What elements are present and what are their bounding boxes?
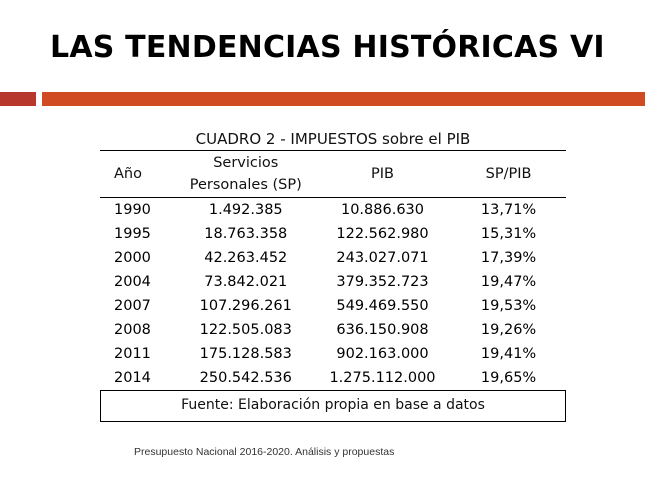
tax-table-container: CUADRO 2 - IMPUESTOS sobre el PIB Año Se… — [100, 128, 566, 422]
table-row: 1995 18.763.358 122.562.980 15,31% — [100, 222, 566, 246]
cell-year: 1990 — [114, 202, 151, 218]
cell-year: 1995 — [114, 226, 151, 242]
cell-ratio: 19,65% — [451, 366, 566, 391]
cell-pib: 902.163.000 — [336, 346, 429, 362]
accent-bar — [42, 92, 645, 106]
cell-pib: 122.562.980 — [336, 226, 429, 242]
header-row: Año Servicios Personales (SP) PIB SP/PIB — [100, 150, 566, 198]
table-source: Fuente: Elaboración propia en base a dat… — [100, 391, 566, 422]
table-body: 1990 1.492.385 10.886.630 13,71% 1995 18… — [100, 198, 566, 391]
cell-sp: 175.128.583 — [199, 346, 292, 362]
cell-sp: 122.505.083 — [199, 322, 292, 338]
header-sp: Servicios Personales (SP) — [178, 151, 314, 198]
cell-year: 2000 — [114, 250, 151, 266]
cell-pib: 243.027.071 — [336, 250, 429, 266]
cell-ratio: 19,47% — [480, 274, 537, 290]
slide-title: LAS TENDENCIAS HISTÓRICAS VI — [50, 30, 605, 65]
cell-ratio: 19,41% — [480, 346, 537, 362]
cell-year: 2011 — [114, 346, 151, 362]
table-caption: CUADRO 2 - IMPUESTOS sobre el PIB — [195, 130, 471, 148]
cell-sp: 1.492.385 — [208, 202, 283, 218]
table-row: 2000 42.263.452 243.027.071 17,39% — [100, 246, 566, 270]
table-row: 2014 250.542.536 1.275.112.000 19,65% — [100, 366, 566, 391]
cell-ratio: 19,26% — [480, 322, 537, 338]
cell-pib: 1.275.112.000 — [313, 366, 452, 391]
table-row: 2007 107.296.261 549.469.550 19,53% — [100, 294, 566, 318]
cell-year: 2008 — [114, 322, 151, 338]
header-pib: PIB — [371, 166, 394, 182]
cell-ratio: 15,31% — [480, 226, 537, 242]
cell-pib: 379.352.723 — [336, 274, 429, 290]
table-row: 1990 1.492.385 10.886.630 13,71% — [100, 198, 566, 223]
cell-ratio: 19,53% — [480, 298, 537, 314]
cell-pib: 549.469.550 — [336, 298, 429, 314]
cell-pib: 636.150.908 — [336, 322, 429, 338]
header-year: Año — [114, 166, 142, 182]
header-ratio: SP/PIB — [485, 166, 532, 182]
cell-ratio: 17,39% — [480, 250, 537, 266]
tax-table: Año Servicios Personales (SP) PIB SP/PIB… — [100, 150, 566, 391]
table-header: Año Servicios Personales (SP) PIB SP/PIB — [100, 150, 566, 198]
cell-year: 2014 — [100, 366, 178, 391]
table-row: 2004 73.842.021 379.352.723 19,47% — [100, 270, 566, 294]
header-sp-line1: Servicios — [213, 155, 279, 171]
slide-footer: Presupuesto Nacional 2016-2020. Análisis… — [134, 446, 395, 458]
table-row: 2011 175.128.583 902.163.000 19,41% — [100, 342, 566, 366]
cell-sp: 250.542.536 — [177, 366, 314, 391]
cell-year: 2007 — [114, 298, 151, 314]
cell-year: 2004 — [114, 274, 151, 290]
cell-sp: 73.842.021 — [204, 274, 288, 290]
table-row: 2008 122.505.083 636.150.908 19,26% — [100, 318, 566, 342]
cell-sp: 107.296.261 — [199, 298, 292, 314]
cell-sp: 42.263.452 — [204, 250, 288, 266]
cell-sp: 18.763.358 — [204, 226, 288, 242]
accent-bar-small — [0, 92, 36, 106]
cell-ratio: 13,71% — [480, 202, 537, 218]
header-sp-line2: Personales (SP) — [189, 177, 302, 193]
cell-pib: 10.886.630 — [340, 202, 425, 218]
